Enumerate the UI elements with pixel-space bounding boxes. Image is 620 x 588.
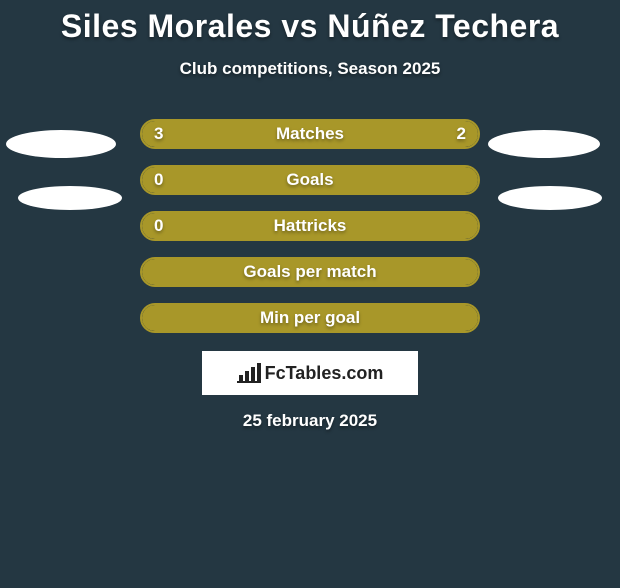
stat-bar: 3 2 Matches: [140, 119, 480, 149]
side-ellipse: [498, 186, 602, 210]
page-title: Siles Morales vs Núñez Techera: [0, 8, 620, 45]
stat-bar: 0 Hattricks: [140, 211, 480, 241]
logo: FcTables.com: [237, 363, 384, 384]
stat-value-left: 0: [154, 170, 163, 190]
stat-label: Goals: [286, 170, 333, 190]
stat-bar: Goals per match: [140, 257, 480, 287]
side-ellipse: [488, 130, 600, 158]
stat-row: Goals per match: [0, 257, 620, 287]
logo-box: FcTables.com: [202, 351, 418, 395]
stat-label: Goals per match: [243, 262, 376, 282]
subtitle: Club competitions, Season 2025: [0, 59, 620, 79]
stat-label: Hattricks: [274, 216, 347, 236]
bar-chart-icon: [237, 363, 261, 383]
stat-value-right: 2: [457, 124, 466, 144]
stat-label: Matches: [276, 124, 344, 144]
logo-text: FcTables.com: [265, 363, 384, 384]
stat-bar: Min per goal: [140, 303, 480, 333]
stat-row: Min per goal: [0, 303, 620, 333]
stat-bar: 0 Goals: [140, 165, 480, 195]
side-ellipse: [6, 130, 116, 158]
stat-value-left: 3: [154, 124, 163, 144]
side-ellipse: [18, 186, 122, 210]
stat-value-left: 0: [154, 216, 163, 236]
stat-label: Min per goal: [260, 308, 360, 328]
date-text: 25 february 2025: [0, 411, 620, 431]
stat-row: 0 Hattricks: [0, 211, 620, 241]
